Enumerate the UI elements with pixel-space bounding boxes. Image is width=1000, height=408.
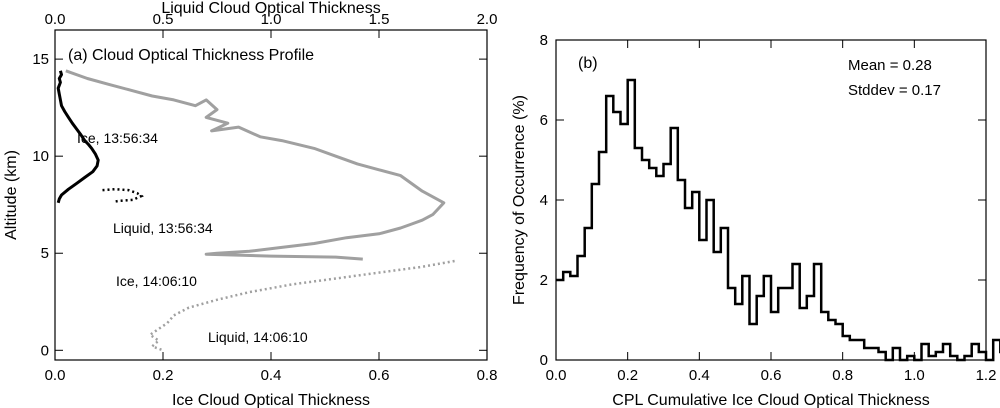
a-x-tick-label: 0.2: [153, 367, 174, 384]
series-line-1: [56, 70, 100, 204]
panel-b-x-axis-title: CPL Cumulative Ice Cloud Optical Thickne…: [612, 392, 929, 408]
series-line-4: [147, 259, 455, 352]
b-x-tick-label: 0.6: [761, 367, 782, 384]
a-top-x-tick-label: 0.5: [153, 11, 174, 28]
panel-a-top-x-ticks: 0.0 0.5 1.0 1.5 2.0: [45, 11, 498, 38]
b-x-tick-label: 0.0: [546, 367, 567, 384]
panel-a-frame: [54, 29, 488, 361]
a-y-tick-label: 10: [32, 148, 49, 165]
panel-a: 0.0 0.2 0.4 0.6 0.8 0.0 0.5 1.0 1.5 2.0 0 5 10 15 (…: [3, 0, 497, 408]
a-top-x-tick-label: 1.0: [261, 11, 282, 28]
stat-stddev: Stddev = 0.17: [848, 82, 941, 99]
b-x-tick-label: 0.8: [832, 367, 853, 384]
panel-a-y-axis-title: Altitude (km): [3, 150, 20, 240]
panel-a-y-ticks: 0 5 10 15: [32, 51, 487, 359]
a-top-x-tick-label: 0.0: [45, 11, 66, 28]
panel-b-x-ticks: 0.0 0.2 0.4 0.6 0.8 1.0 1.2: [546, 40, 997, 384]
b-y-tick-label: 4: [540, 192, 548, 209]
panel-b-y-axis-title: Frequency of Occurrence (%): [511, 95, 528, 305]
b-x-tick-label: 1.2: [976, 367, 997, 384]
panel-a-series: [56, 69, 455, 352]
stat-mean: Mean = 0.28: [848, 57, 932, 74]
b-x-tick-label: 1.0: [904, 367, 925, 384]
annotation-liquid-1: Liquid, 13:56:34: [113, 220, 213, 236]
a-x-tick-label: 0.0: [45, 367, 66, 384]
b-y-tick-label: 8: [540, 32, 548, 49]
panel-a-top-x-axis-title: Liquid Cloud Optical Thickness: [161, 0, 380, 17]
b-x-tick-label: 0.4: [689, 367, 710, 384]
a-y-tick-label: 15: [32, 51, 49, 68]
annotation-liquid-2: Liquid, 14:06:10: [208, 329, 308, 345]
panel-b-title: (b): [578, 55, 598, 72]
b-y-tick-label: 2: [540, 272, 548, 289]
a-top-x-tick-label: 1.5: [369, 11, 390, 28]
a-x-tick-label: 0.8: [477, 367, 498, 384]
panel-a-x-ticks: 0.0 0.2 0.4 0.6 0.8: [45, 352, 498, 384]
annotation-ice-2: Ice, 14:06:10: [116, 273, 197, 289]
a-x-tick-label: 0.4: [261, 367, 282, 384]
panel-b-y-ticks: 0 2 4 6 8: [540, 32, 986, 369]
a-x-tick-label: 0.6: [369, 367, 390, 384]
histogram-steps: [556, 78, 1000, 362]
a-y-tick-label: 0: [41, 342, 49, 359]
b-y-tick-label: 6: [540, 112, 548, 129]
panel-a-x-axis-title: Ice Cloud Optical Thickness: [172, 392, 370, 408]
series-line-3: [65, 69, 446, 261]
b-y-tick-label: 0: [540, 352, 548, 369]
panel-b-series: [556, 78, 1000, 362]
a-y-tick-label: 5: [41, 245, 49, 262]
a-top-x-tick-label: 2.0: [477, 11, 498, 28]
panel-a-title: (a) Cloud Optical Thickness Profile: [68, 47, 314, 64]
b-x-tick-label: 0.2: [617, 367, 638, 384]
annotation-ice-1: Ice, 13:56:34: [77, 130, 158, 146]
series-line-2: [102, 187, 144, 204]
panel-b: 0.0 0.2 0.4 0.6 0.8 1.0 1.2 0 2 4 6 8 (b) CPL Cumu…: [511, 32, 1000, 408]
